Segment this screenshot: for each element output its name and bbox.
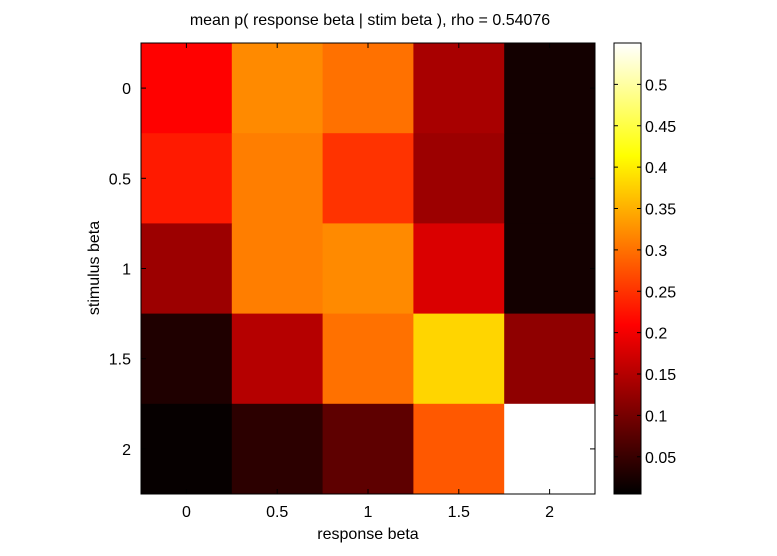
x-tick-label: 1 xyxy=(364,504,373,521)
colorbar-tick-label: 0.15 xyxy=(645,367,676,384)
colorbar-tick-label: 0.2 xyxy=(645,326,667,343)
heatmap-cell xyxy=(141,133,233,224)
heatmap-cell xyxy=(322,223,414,315)
heatmap-cell xyxy=(504,223,596,315)
heatmap-cell xyxy=(141,43,233,134)
heatmap-cell xyxy=(413,43,505,134)
colorbar-tick-label: 0.5 xyxy=(645,77,667,94)
heatmap-cells xyxy=(141,43,596,495)
y-axis-ticks: 0 0.5 1 1.5 2 xyxy=(109,81,595,459)
heatmap-cell xyxy=(322,43,414,134)
heatmap-cell xyxy=(504,43,596,134)
heatmap-cell xyxy=(231,133,324,224)
colorbar-tick-label: 0.3 xyxy=(645,243,667,260)
heatmap-cell xyxy=(413,313,505,405)
heatmap-cell xyxy=(141,313,233,405)
heatmap-cell xyxy=(413,133,505,224)
y-tick-label: 0.5 xyxy=(109,171,131,188)
colorbar-tick-label: 0.4 xyxy=(645,160,667,177)
y-tick-label: 1 xyxy=(122,262,131,279)
heatmap-cell xyxy=(413,223,505,315)
x-axis-label: response beta xyxy=(317,526,419,543)
heatmap-cell xyxy=(141,223,233,315)
colorbar-ticks: 0.05 0.1 0.15 0.2 0.25 0.3 0.35 0.4 0.45 0.5 xyxy=(614,77,676,467)
y-tick-label: 2 xyxy=(122,442,131,459)
heatmap-cell xyxy=(141,403,233,495)
colorbar-tick-label: 0.25 xyxy=(645,284,676,301)
heatmap-cell xyxy=(322,313,414,405)
x-tick-label: 2 xyxy=(545,504,554,521)
x-tick-label: 0 xyxy=(182,504,191,521)
x-axis-ticks: 0 0.5 1 1.5 2 xyxy=(182,43,554,521)
heatmap-cell xyxy=(504,313,596,405)
heatmap-cell xyxy=(413,403,505,495)
heatmap-cell xyxy=(231,403,324,495)
x-tick-label: 0.5 xyxy=(266,504,288,521)
colorbar-tick-label: 0.05 xyxy=(645,450,676,467)
heatmap-cell xyxy=(231,223,324,315)
x-tick-label: 1.5 xyxy=(448,504,470,521)
heatmap-cell xyxy=(504,403,596,495)
heatmap-cell xyxy=(322,133,414,224)
colorbar-tick-label: 0.1 xyxy=(645,408,667,425)
heatmap-cell xyxy=(504,133,596,224)
heatmap-cell xyxy=(231,313,324,405)
chart-title: mean p( response beta | stim beta ), rho… xyxy=(190,12,550,29)
colorbar xyxy=(613,42,642,495)
y-tick-label: 0 xyxy=(122,81,131,98)
y-axis-label: stimulus beta xyxy=(86,221,103,315)
colorbar-tick-label: 0.35 xyxy=(645,202,676,219)
heatmap-cell xyxy=(231,43,324,134)
heatmap-cell xyxy=(322,403,414,495)
colorbar-tick-label: 0.45 xyxy=(645,119,676,136)
y-tick-label: 1.5 xyxy=(109,352,131,369)
